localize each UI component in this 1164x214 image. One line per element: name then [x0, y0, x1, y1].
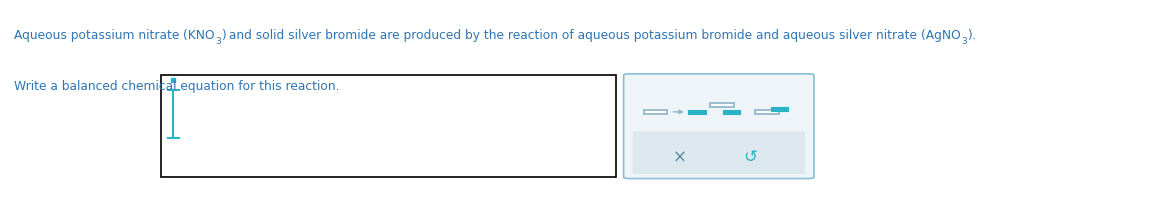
Text: 3: 3	[215, 37, 221, 46]
Text: ): )	[221, 28, 226, 42]
FancyBboxPatch shape	[724, 111, 740, 114]
Text: (KNO: (KNO	[183, 28, 215, 42]
Text: 3: 3	[961, 37, 967, 46]
FancyBboxPatch shape	[755, 110, 779, 114]
Text: Aqueous potassium nitrate: Aqueous potassium nitrate	[14, 28, 183, 42]
Text: Write a balanced chemical equation for this reaction.: Write a balanced chemical equation for t…	[14, 80, 340, 93]
Text: ↺: ↺	[744, 148, 758, 166]
FancyBboxPatch shape	[689, 111, 705, 114]
FancyBboxPatch shape	[772, 108, 788, 111]
Text: (AgNO: (AgNO	[921, 28, 961, 42]
FancyBboxPatch shape	[633, 131, 805, 174]
Text: ×: ×	[673, 148, 687, 166]
FancyBboxPatch shape	[645, 110, 667, 114]
FancyBboxPatch shape	[710, 103, 733, 107]
FancyBboxPatch shape	[161, 75, 617, 177]
Text: ): )	[967, 28, 972, 42]
Text: and solid silver bromide are produced by the reaction of aqueous potassium bromi: and solid silver bromide are produced by…	[226, 28, 921, 42]
Text: .: .	[972, 28, 975, 42]
FancyBboxPatch shape	[624, 74, 814, 179]
